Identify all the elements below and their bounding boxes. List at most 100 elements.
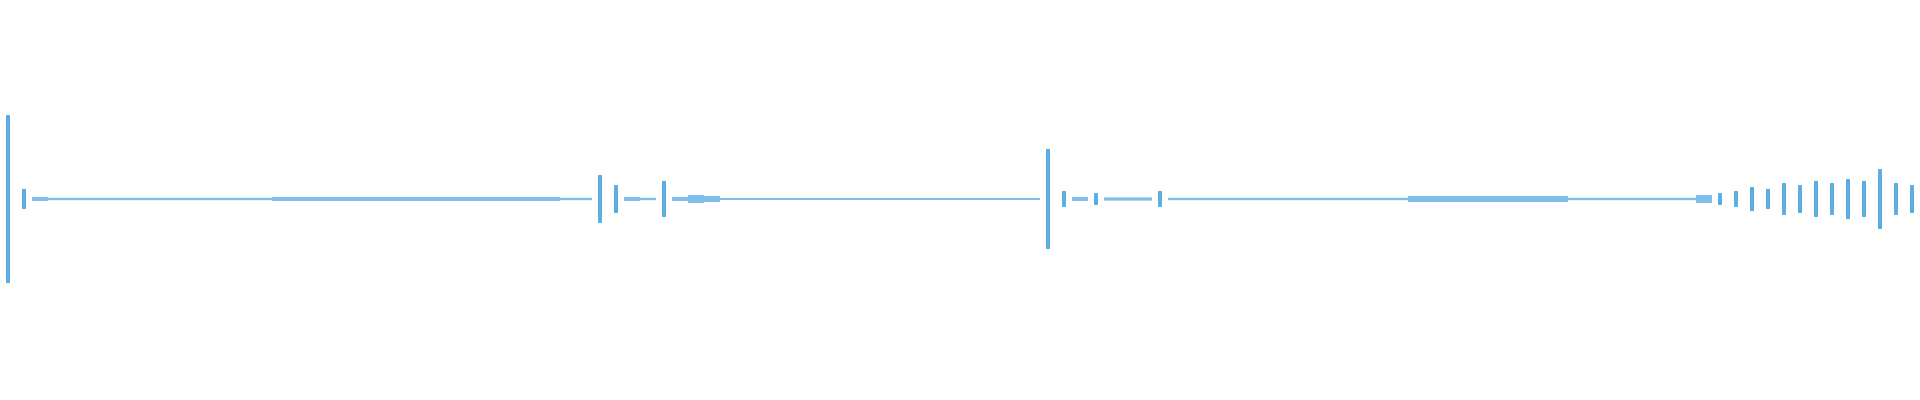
wave-segment — [1062, 191, 1066, 207]
wave-segment — [1632, 197, 1648, 201]
wave-segment — [1584, 197, 1600, 201]
wave-segment — [448, 197, 464, 201]
wave-segment — [1046, 149, 1050, 249]
wave-segment — [48, 197, 64, 201]
wave-segment — [912, 198, 928, 200]
wave-segment — [384, 197, 400, 201]
wave-segment — [400, 197, 416, 201]
wave-segment — [96, 197, 112, 201]
wave-segment — [614, 185, 618, 213]
wave-segment — [6, 115, 10, 283]
wave-segment — [1440, 196, 1456, 202]
wave-segment — [1718, 193, 1722, 205]
wave-segment — [1200, 197, 1216, 201]
wave-segment — [32, 197, 48, 201]
wave-segment — [192, 197, 208, 201]
wave-segment — [1766, 189, 1770, 209]
wave-segment — [112, 197, 128, 201]
wave-segment — [432, 197, 448, 201]
wave-segment — [1248, 197, 1264, 201]
wave-segment — [1424, 196, 1440, 202]
wave-segment — [1008, 198, 1024, 200]
wave-segment — [1136, 197, 1152, 201]
wave-segment — [992, 198, 1008, 200]
wave-segment — [1664, 197, 1680, 201]
wave-segment — [368, 197, 384, 201]
wave-segment — [560, 197, 576, 201]
wave-segment — [544, 197, 560, 201]
wave-segment — [720, 198, 736, 200]
wave-segment — [1680, 197, 1696, 201]
wave-segment — [1488, 196, 1504, 202]
wave-segment — [800, 198, 816, 200]
wave-segment — [1568, 197, 1584, 201]
wave-segment — [1408, 196, 1424, 202]
wave-segment — [1600, 197, 1616, 201]
wave-segment — [1280, 197, 1296, 201]
wave-segment — [1104, 197, 1120, 201]
wave-segment — [224, 197, 240, 201]
wave-segment — [1264, 197, 1280, 201]
wave-segment — [1504, 196, 1520, 202]
wave-segment — [624, 197, 640, 201]
wave-segment — [1750, 187, 1754, 211]
wave-segment — [528, 197, 544, 201]
wave-segment — [704, 196, 720, 202]
wave-segment — [662, 181, 666, 217]
wave-segment — [880, 198, 896, 200]
wave-segment — [864, 198, 880, 200]
wave-segment — [1168, 197, 1184, 201]
wave-segment — [256, 197, 272, 201]
wave-segment — [64, 197, 80, 201]
wave-segment — [1232, 197, 1248, 201]
wave-segment — [1094, 193, 1098, 205]
wave-segment — [976, 198, 992, 200]
wave-segment — [1878, 169, 1882, 229]
wave-segment — [1696, 195, 1712, 203]
wave-segment — [1552, 196, 1568, 202]
wave-segment — [512, 197, 528, 201]
wave-segment — [752, 198, 768, 200]
wave-segment — [896, 198, 912, 200]
wave-segment — [22, 189, 26, 209]
wave-segment — [496, 197, 512, 201]
wave-segment — [1024, 198, 1040, 200]
wave-segment — [672, 197, 688, 201]
wave-segment — [416, 197, 432, 201]
wave-segment — [1846, 179, 1850, 219]
wave-segment — [288, 197, 304, 201]
wave-segment — [1296, 197, 1312, 201]
wave-segment — [352, 197, 368, 201]
wave-segment — [736, 198, 752, 200]
wave-segment — [1472, 196, 1488, 202]
wave-segment — [1376, 197, 1392, 201]
wave-segment — [160, 197, 176, 201]
wave-segment — [128, 197, 144, 201]
wave-segment — [176, 197, 192, 201]
wave-segment — [1894, 183, 1898, 215]
wave-segment — [1184, 197, 1200, 201]
wave-segment — [144, 197, 160, 201]
wave-segment — [640, 197, 656, 201]
wave-segment — [1328, 197, 1344, 201]
wave-segment — [848, 198, 864, 200]
wave-segment — [1536, 196, 1552, 202]
wave-segment — [1798, 185, 1802, 213]
wave-segment — [1782, 183, 1786, 215]
wave-segment — [1862, 181, 1866, 217]
wave-segment — [688, 195, 704, 203]
wave-segment — [768, 198, 784, 200]
wave-segment — [1648, 197, 1664, 201]
wave-segment — [1158, 191, 1162, 207]
wave-segment — [944, 198, 960, 200]
wave-segment — [1734, 191, 1738, 207]
wave-segment — [960, 198, 976, 200]
wave-segment — [576, 197, 592, 201]
wave-segment — [928, 198, 944, 200]
wave-segment — [816, 198, 832, 200]
wave-segment — [1312, 197, 1328, 201]
wave-segment — [80, 197, 96, 201]
wave-segment — [240, 197, 256, 201]
wave-segment — [1216, 197, 1232, 201]
wave-segment — [1120, 197, 1136, 201]
